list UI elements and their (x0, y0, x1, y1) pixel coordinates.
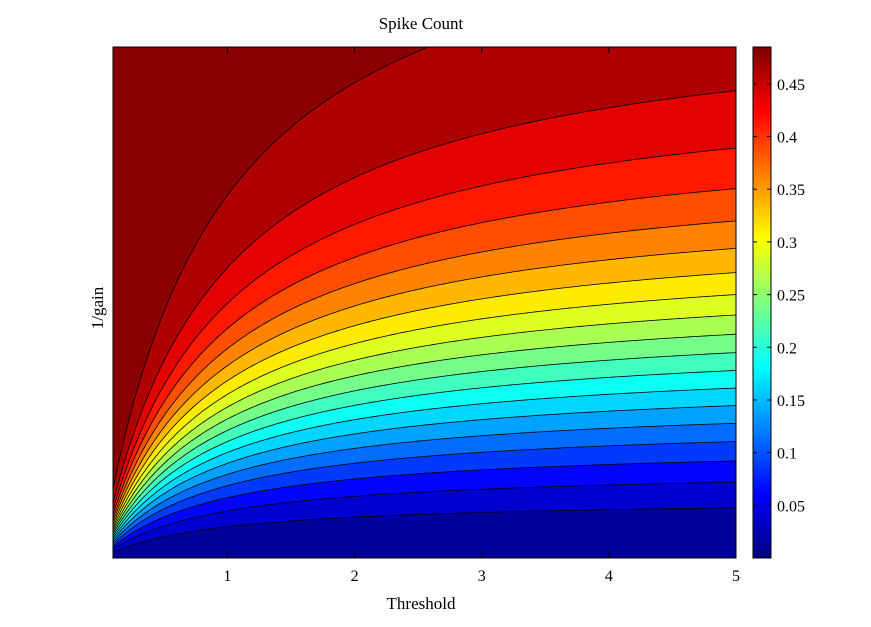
y-axis-label: 1/gain (88, 286, 107, 329)
contour-line (113, 272, 736, 525)
x-tick-label: 4 (605, 568, 613, 585)
contour-line (113, 387, 736, 539)
contour-line (113, 47, 430, 490)
colorbar-tick-label: 0.15 (777, 393, 805, 410)
contour-line (113, 481, 736, 550)
contour-line (113, 333, 736, 532)
plot-frame (112, 46, 737, 559)
x-tick-label: 1 (223, 568, 231, 585)
contour-line (113, 147, 736, 510)
x-tick-label: 5 (732, 568, 740, 585)
colorbar-ticks: 0.05 0.1 0.15 0.2 0.25 0.3 0.35 0.4 0.45 (753, 77, 805, 515)
contour-line (113, 422, 736, 543)
colorbar-tick-label: 0.4 (777, 130, 797, 147)
colorbar-tick-label: 0.2 (777, 340, 797, 357)
contour-band (113, 47, 736, 503)
contour-line (113, 352, 736, 534)
colorbar-tick-label: 0.05 (777, 498, 805, 515)
colorbar-tick-label: 0.3 (777, 235, 797, 252)
colorbar-tick-label: 0.35 (777, 182, 805, 199)
contour-line (113, 441, 736, 545)
contour-line (113, 90, 736, 503)
contour-line (113, 507, 736, 553)
x-axis-ticks: 1 2 3 4 5 (223, 47, 740, 585)
chart-title: Spike Count (379, 14, 464, 33)
contour-line (113, 460, 736, 547)
contour-line (113, 220, 736, 519)
contour-line (113, 370, 736, 537)
colorbar-tick-label: 0.45 (777, 77, 805, 94)
contour-line (113, 314, 736, 530)
contour-line (113, 294, 736, 528)
contour-line (113, 188, 736, 515)
contour-bands (113, 47, 736, 558)
plot-area (113, 47, 736, 558)
colorbar-tick-label: 0.25 (777, 288, 805, 305)
x-tick-label: 2 (351, 568, 359, 585)
x-axis-label: Threshold (387, 594, 456, 613)
colorbar-tick-label: 0.1 (777, 446, 797, 463)
colorbar (752, 46, 772, 559)
x-tick-label: 3 (478, 568, 486, 585)
contour-lines (113, 47, 736, 553)
contour-line (113, 247, 736, 522)
contour-band (113, 47, 429, 490)
contour-line (113, 405, 736, 541)
